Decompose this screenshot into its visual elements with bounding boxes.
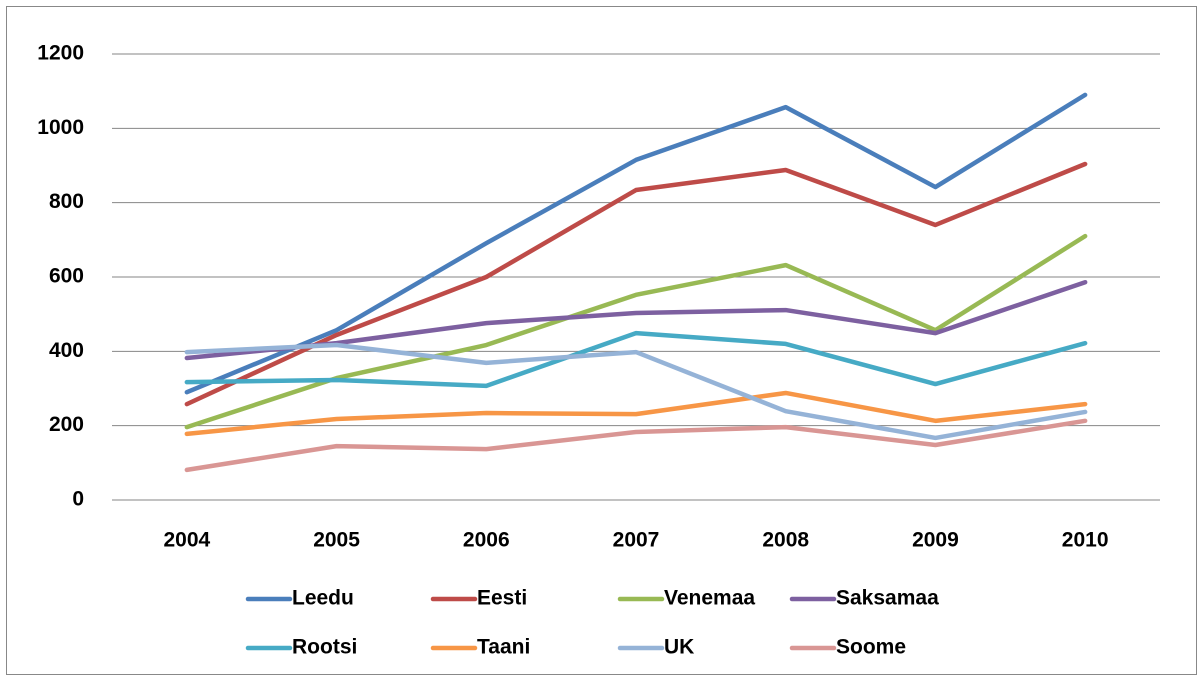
legend-label: Saksamaa [836, 587, 939, 610]
x-tick-label: 2008 [762, 529, 809, 552]
y-tick-label: 600 [49, 265, 84, 288]
y-tick-label: 800 [49, 190, 84, 213]
series-line [184, 342, 1088, 441]
x-tick-label: 2005 [313, 529, 360, 552]
legend-label: Venemaa [664, 587, 755, 610]
legend-label: Eesti [477, 587, 527, 610]
series-line [184, 330, 1088, 389]
series-line [184, 390, 1088, 437]
y-tick-label: 200 [49, 413, 84, 436]
x-tick-label: 2010 [1062, 529, 1109, 552]
x-tick-label: 2006 [463, 529, 510, 552]
series-line [184, 418, 1088, 473]
legend-label: Soome [836, 636, 906, 659]
x-tick-label: 2007 [613, 529, 660, 552]
y-tick-label: 400 [49, 339, 84, 362]
x-tick-label: 2009 [912, 529, 959, 552]
legend-label: UK [664, 636, 694, 659]
series-line [184, 92, 1088, 395]
series-line [184, 161, 1088, 407]
chart-border [6, 6, 1197, 675]
x-tick-label: 2004 [163, 529, 210, 552]
y-tick-label: 1200 [37, 42, 84, 65]
y-tick-label: 1000 [37, 116, 84, 139]
legend-label: Leedu [292, 587, 354, 610]
legend-label: Rootsi [292, 636, 357, 659]
legend-label: Taani [477, 636, 530, 659]
y-tick-label: 0 [72, 488, 84, 511]
